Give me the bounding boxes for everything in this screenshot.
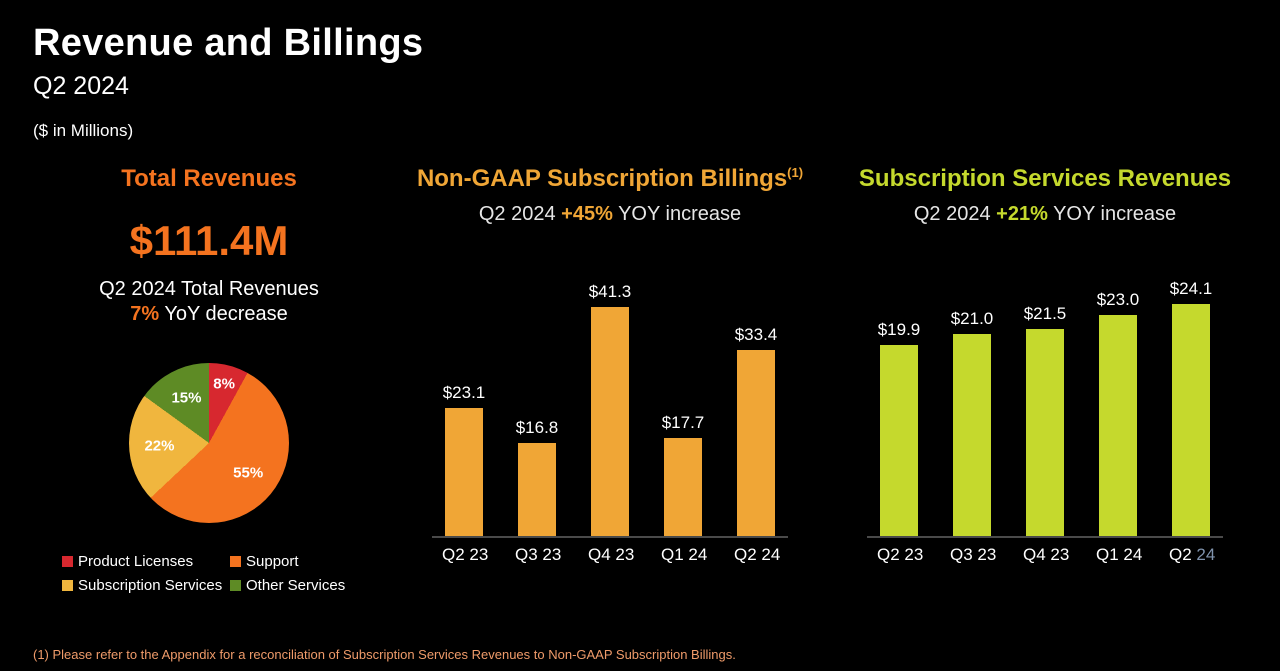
billings-panel: Non-GAAP Subscription Billings(1) Q2 202… xyxy=(390,165,830,594)
legend-item: Support xyxy=(230,553,345,570)
category-label: Q1 24 xyxy=(661,544,708,564)
page-title: Revenue and Billings xyxy=(33,22,424,64)
bar-column: $17.7 xyxy=(661,413,705,536)
subscription-sub-prefix: Q2 2024 xyxy=(913,202,997,225)
pie-slice-label: 8% xyxy=(213,375,235,393)
category-label: Q2 24 xyxy=(1169,544,1216,565)
legend-swatch xyxy=(230,555,241,567)
subscription-yoy-pct: +21% xyxy=(996,202,1048,225)
bar xyxy=(1172,303,1210,536)
content-columns: Total Revenues $111.4M Q2 2024 Total Rev… xyxy=(0,165,1280,594)
legend-label: Subscription Services xyxy=(78,576,223,594)
billings-heading-text: Non-GAAP Subscription Billings xyxy=(416,165,788,192)
legend-swatch xyxy=(230,579,241,591)
yoy-decrease-pct: 7% xyxy=(130,302,160,325)
bar-column: $21.0 xyxy=(950,309,994,536)
legend-label: Product Licenses xyxy=(78,552,194,570)
bar xyxy=(518,442,556,536)
category-label-accent: 24 xyxy=(1196,544,1216,564)
bar xyxy=(737,349,775,536)
subscription-heading: Subscription Services Revenues xyxy=(858,165,1232,192)
category-label: Q2 24 xyxy=(734,544,781,564)
bar-column: $24.1 xyxy=(1169,279,1213,536)
bar-value-label: $23.1 xyxy=(442,382,486,402)
bar xyxy=(664,437,702,536)
yoy-decrease-text: YoY decrease xyxy=(159,302,288,325)
bar-plot: $19.9 $21.0 $21.5 $23.0 $24.1 xyxy=(867,238,1223,538)
bar-value-label: $16.8 xyxy=(515,417,559,437)
category-label: Q4 23 xyxy=(588,544,635,564)
billings-sub-suffix: YOY increase xyxy=(612,202,742,225)
bar-column: $16.8 xyxy=(515,418,559,536)
legend-item: Subscription Services xyxy=(62,577,230,594)
bar-value-label: $23.0 xyxy=(1096,289,1140,309)
bar-value-label: $41.3 xyxy=(588,281,632,301)
category-label: Q2 23 xyxy=(442,544,489,564)
billings-yoy-pct: +45% xyxy=(561,202,613,225)
billings-sub-prefix: Q2 2024 xyxy=(478,202,562,225)
footnote: (1) Please refer to the Appendix for a r… xyxy=(33,647,736,662)
header: Revenue and Billings Q2 2024 ($ in Milli… xyxy=(0,22,1280,141)
bar xyxy=(953,333,991,536)
bar-column: $23.1 xyxy=(442,383,486,536)
legend-label: Support xyxy=(246,552,299,570)
subscription-sub-suffix: YOY increase xyxy=(1047,202,1177,225)
legend-item: Other Services xyxy=(230,577,345,594)
subtitle-quarter: Q2 2024 xyxy=(33,72,129,100)
subscription-subhead: Q2 2024 +21% YOY increase xyxy=(830,203,1260,226)
bar xyxy=(1099,314,1137,536)
total-revenues-value: $111.4M xyxy=(129,216,289,264)
total-revenues-heading: Total Revenues xyxy=(121,165,297,192)
bar-value-label: $21.0 xyxy=(950,308,994,328)
bar-value-label: $24.1 xyxy=(1169,278,1213,298)
category-label: Q4 23 xyxy=(1023,544,1070,564)
bar xyxy=(1026,328,1064,536)
pie-disc xyxy=(129,362,289,523)
subscription-bar-chart: $19.9 $21.0 $21.5 $23.0 $24.1 Q2 23 Q3 23 Q4 23… xyxy=(830,238,1260,565)
category-label-prefix: Q2 xyxy=(1169,544,1197,564)
units-label: ($ in Millions) xyxy=(33,121,134,140)
footnote-ref: (1) xyxy=(787,165,804,180)
category-label: Q3 23 xyxy=(950,544,997,564)
bar-column: $19.9 xyxy=(877,320,921,536)
bar-value-label: $33.4 xyxy=(734,324,778,344)
legend-swatch xyxy=(62,579,73,591)
category-row: Q2 23 Q3 23 Q4 23 Q1 24 Q2 24 xyxy=(432,545,788,565)
bar-column: $21.5 xyxy=(1023,304,1067,536)
category-label: Q2 23 xyxy=(877,544,924,564)
billings-heading: Non-GAAP Subscription Billings(1) xyxy=(390,165,830,193)
bar-value-label: $19.9 xyxy=(877,319,921,339)
subscription-revenues-panel: Subscription Services Revenues Q2 2024 +… xyxy=(830,165,1260,594)
category-label: Q1 24 xyxy=(1096,544,1143,564)
billings-bar-chart: $23.1 $16.8 $41.3 $17.7 $33.4 Q2 23 Q3 23 Q4 23… xyxy=(390,238,830,565)
pie-slice-label: 55% xyxy=(233,464,264,482)
total-revenues-panel: Total Revenues $111.4M Q2 2024 Total Rev… xyxy=(0,165,390,594)
bar xyxy=(445,407,483,536)
legend-swatch xyxy=(62,555,73,567)
total-revenues-caption: Q2 2024 Total Revenues xyxy=(99,277,319,300)
bar-value-label: $21.5 xyxy=(1023,303,1067,323)
legend-label: Other Services xyxy=(246,576,346,594)
bar-column: $23.0 xyxy=(1096,290,1140,536)
bar-value-label: $17.7 xyxy=(661,412,705,432)
bar xyxy=(880,344,918,536)
revenue-mix-pie-chart: 8% 55% 22% 15% xyxy=(129,362,289,523)
legend-item: Product Licenses xyxy=(62,553,230,570)
category-row: Q2 23 Q3 23 Q4 23 Q1 24 Q2 24 xyxy=(867,545,1223,565)
category-label: Q3 23 xyxy=(515,544,562,564)
total-revenues-yoy: 7% YoY decrease xyxy=(28,302,390,327)
bar-column: $33.4 xyxy=(734,325,778,536)
bar-column: $41.3 xyxy=(588,282,632,536)
pie-slice-label: 22% xyxy=(144,437,175,455)
pie-legend: Product Licenses Support Subscription Serv… xyxy=(62,553,390,594)
pie-slice-label: 15% xyxy=(171,389,202,407)
bar xyxy=(591,306,629,536)
billings-subhead: Q2 2024 +45% YOY increase xyxy=(390,203,830,226)
bar-plot: $23.1 $16.8 $41.3 $17.7 $33.4 xyxy=(432,238,788,538)
